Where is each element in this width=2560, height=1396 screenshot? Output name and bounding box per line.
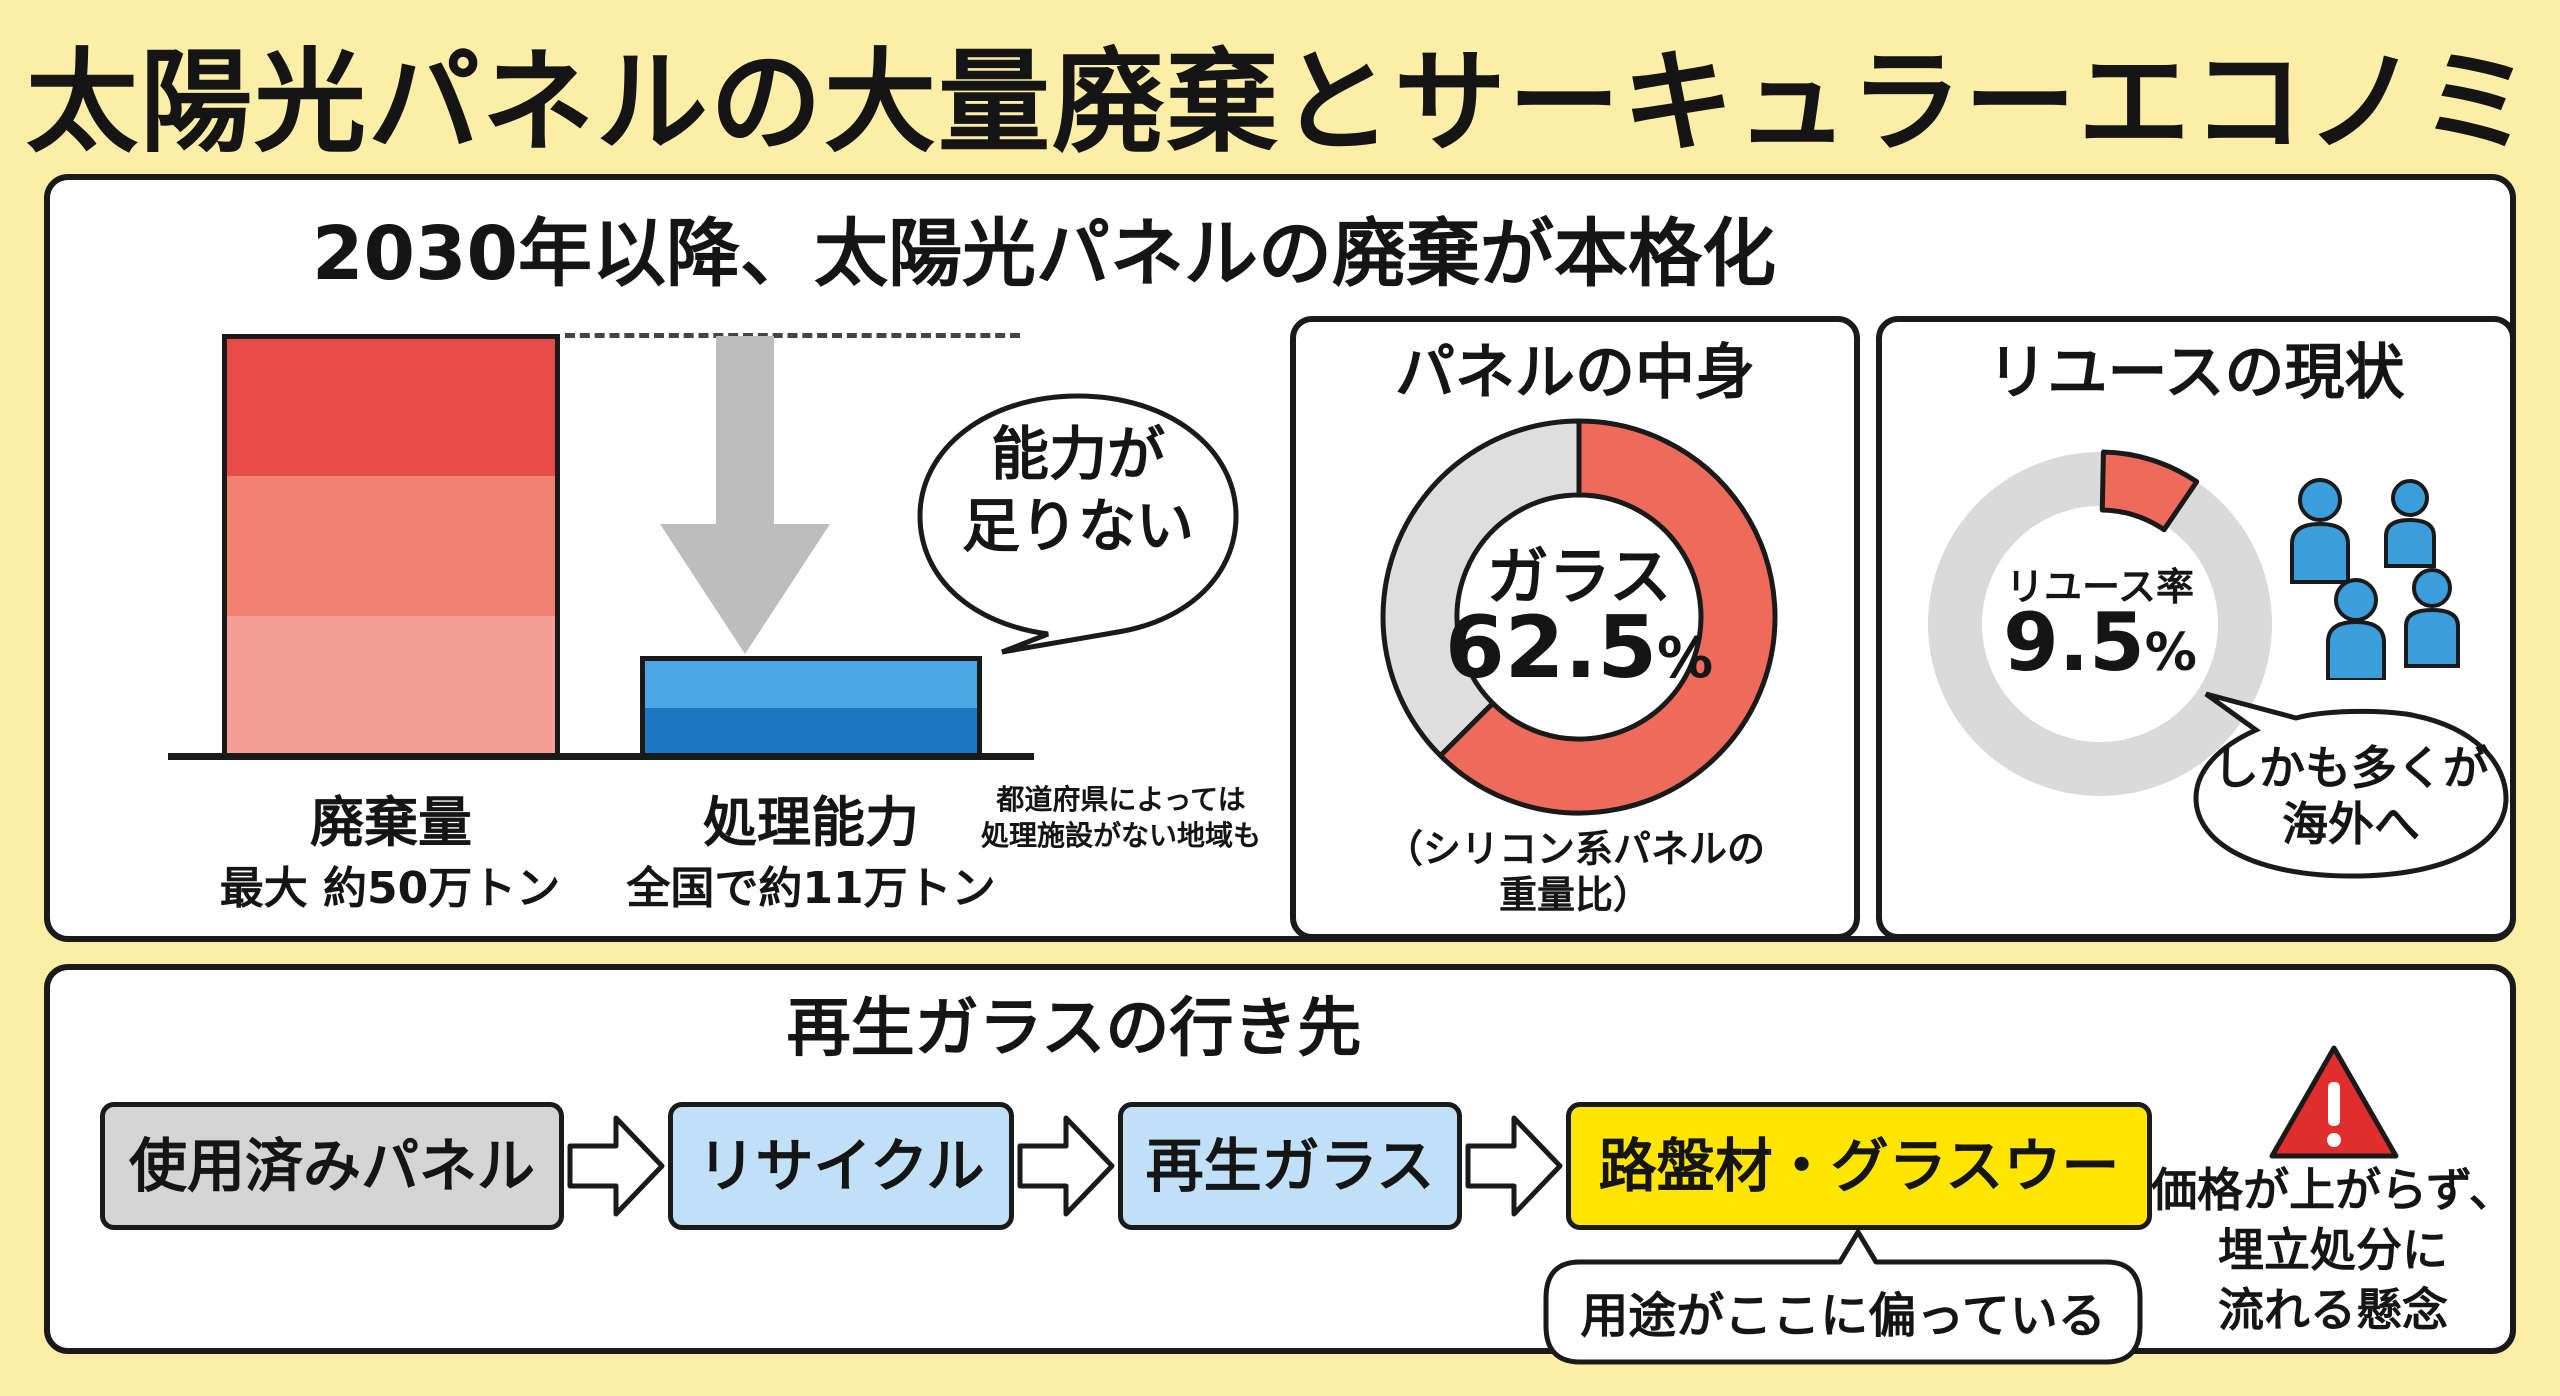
top-heading: 2030年以降、太陽光パネルの廃棄が本格化 — [312, 211, 1776, 297]
other-materials-slice — [1380, 418, 1582, 759]
overseas-bubble-line2: 海外へ — [2282, 797, 2420, 851]
glass-percentage: 62.5% — [1374, 598, 1784, 698]
reuse-slice — [2099, 449, 2200, 533]
waste-bar-segment-top — [227, 339, 555, 476]
capacity-bar — [640, 656, 982, 760]
concern-line1: 価格が上がらず、 — [2151, 1163, 2515, 1217]
reuse-ring-remainder — [1928, 452, 2273, 796]
flow-arrow-icon — [567, 1115, 665, 1217]
reuse-percent-sign: % — [2144, 623, 2197, 683]
speech-bubble-line2: 足りない — [961, 492, 1194, 560]
facility-note-line2: 処理施設がない地域も — [980, 819, 1261, 852]
reuse-center-label: リユース率 — [2005, 565, 2195, 609]
waste-sublabel: 最大 約50万トン — [219, 863, 561, 914]
reuse-value: 9.5 — [2003, 596, 2145, 689]
reuse-donut-chart — [1928, 449, 2273, 796]
facility-note: 都道府県によっては 処理施設がない地域も — [966, 782, 1276, 854]
waste-bar-segment-bottom — [227, 616, 555, 753]
flow-arrow-icon — [1465, 1115, 1563, 1217]
glass-note-line1: （シリコン系パネルの — [1384, 827, 1765, 871]
facility-note-line1: 都道府県によっては — [996, 783, 1246, 816]
flow-step-recycled-glass: 再生ガラス — [1118, 1102, 1462, 1230]
concern-line3: 流れる懸念 — [2218, 1283, 2448, 1337]
dashed-reference-line — [565, 333, 1020, 338]
reuse-title: リユースの現状 — [1987, 338, 2405, 408]
bar-baseline — [168, 753, 1034, 760]
glass-note-line2: 重量比） — [1498, 873, 1651, 917]
capacity-bar-segment-bottom — [645, 708, 977, 755]
glass-percent-sign: % — [1657, 626, 1714, 691]
glass-donut-chart — [1380, 418, 1778, 816]
people-icon — [2290, 478, 2460, 680]
callout-text: 用途がここに偏っている — [1580, 1288, 2106, 1344]
bottom-heading: 再生ガラスの行き先 — [786, 992, 1362, 1066]
callout-shape — [1543, 1229, 2143, 1365]
overseas-bubble-line1: しかも多くが — [2213, 741, 2489, 795]
glass-center-label: ガラス — [1486, 540, 1672, 613]
waste-label: 廃棄量 — [310, 791, 472, 854]
speech-bubble: 能力が 足りない — [948, 418, 1208, 562]
flow-arrow-icon — [1017, 1115, 1115, 1217]
flow-step-recycle: リサイクル — [668, 1102, 1014, 1230]
concern-line2: 埋立処分に — [2218, 1223, 2448, 1277]
glass-note: （シリコン系パネルの 重量比） — [1290, 826, 1860, 918]
reuse-percentage: 9.5% — [1920, 596, 2280, 689]
capacity-bar-segment-top — [645, 661, 977, 708]
speech-bubble-line1: 能力が — [990, 420, 1165, 488]
overseas-bubble: しかも多くが 海外へ — [2196, 740, 2506, 852]
waste-bar — [222, 334, 560, 758]
down-arrow-icon — [660, 336, 830, 654]
overseas-bubble-shape — [2193, 691, 2509, 879]
flow-step-roadbed-glasswool: 路盤材・グラスウール — [1566, 1102, 2152, 1318]
main-title: 太陽光パネルの大量廃棄とサーキュラーエコノミー — [26, 38, 2534, 318]
concern-text: 価格が上がらず、 埋立処分に 流れる懸念 — [2150, 1160, 2516, 1340]
glass-value: 62.5 — [1444, 598, 1658, 698]
speech-bubble-shape — [917, 393, 1239, 655]
glass-slice — [1437, 418, 1778, 816]
capacity-sublabel: 全国で約11万トン — [626, 863, 996, 914]
flow-step-used-panels: 使用済みパネル — [100, 1102, 564, 1230]
capacity-label: 処理能力 — [703, 791, 919, 854]
panel-contents-title: パネルの中身 — [1395, 338, 1755, 408]
warning-icon — [2269, 1045, 2399, 1159]
waste-bar-segment-middle — [227, 475, 555, 617]
